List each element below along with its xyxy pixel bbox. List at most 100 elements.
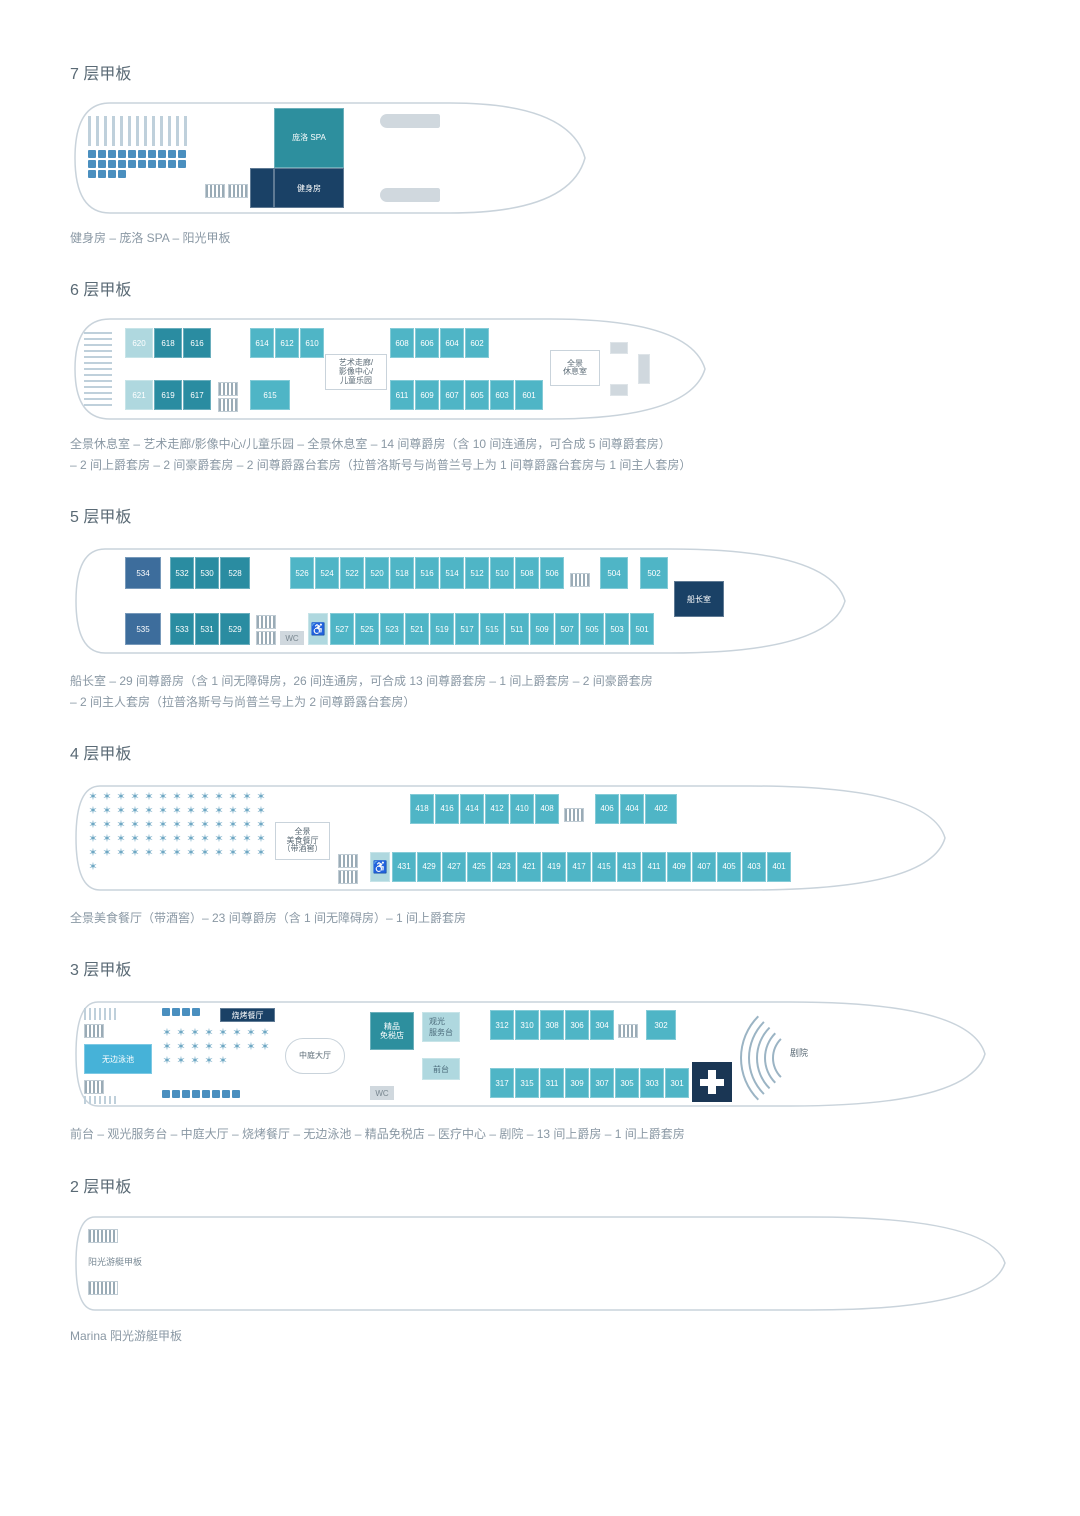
cabin: 612 — [275, 328, 299, 358]
cabin: 412 — [485, 794, 509, 824]
cabin: 501 — [630, 613, 654, 645]
stairs-icon — [218, 398, 238, 412]
cabin: 304 — [590, 1010, 614, 1040]
lounge-label: 全景 休息室 — [550, 350, 600, 386]
stairs-icon — [570, 573, 590, 587]
cabin: 506 — [540, 557, 564, 589]
cabin: 512 — [465, 557, 489, 589]
cabin: 601 — [515, 380, 543, 410]
stairs-icon — [564, 808, 584, 822]
stairs-icon — [338, 854, 358, 868]
cabin: 528 — [220, 557, 250, 589]
restaurant-label: 全景 美食餐厅 （带酒窖） — [275, 822, 330, 860]
cabin: 502 — [640, 557, 668, 589]
deck-3-title: 3 层甲板 — [70, 956, 1010, 980]
bbq-label: 烧烤餐厅 — [220, 1008, 275, 1022]
deck-5-hull: 534 532 530 528 526 524 522 520 518 516 … — [70, 541, 850, 661]
cabin: 302 — [646, 1010, 676, 1040]
deck-6: 6 层甲板 620 618 616 614 612 610 608 606 60… — [70, 276, 1010, 475]
deck-5: 5 层甲板 534 532 530 528 526 524 522 520 51… — [70, 503, 1010, 712]
cabin: 505 — [580, 613, 604, 645]
deck-5-title: 5 层甲板 — [70, 503, 1010, 527]
cabin: 421 — [517, 852, 541, 882]
cabin: 615 — [250, 380, 290, 410]
stairs-icon — [618, 1024, 638, 1038]
cabin: 517 — [455, 613, 479, 645]
cabin: 416 — [435, 794, 459, 824]
cabin: 533 — [170, 613, 194, 645]
wc-label: WC — [370, 1086, 394, 1100]
stairs-icon — [256, 631, 276, 645]
cabin: 415 — [592, 852, 616, 882]
cabin: 535 — [125, 613, 161, 645]
cabin: 617 — [183, 380, 211, 410]
deck-4: 4 层甲板 ✶✶✶✶✶✶✶✶✶✶✶ ✶✶✶✶✶✶✶✶✶✶✶ ✶✶✶✶✶✶✶✶✶✶… — [70, 740, 1010, 928]
cabin: 408 — [535, 794, 559, 824]
cabin: 406 — [595, 794, 619, 824]
stairs-icon — [84, 1024, 104, 1038]
cabin: 527 — [330, 613, 354, 645]
tour-desk: 观光 服务台 — [422, 1012, 460, 1042]
cabin: 404 — [620, 794, 644, 824]
cabin: 301 — [665, 1068, 689, 1098]
cabin: 429 — [417, 852, 441, 882]
deck7-spa: 庞洛 SPA — [274, 108, 344, 168]
pool: 无边泳池 — [84, 1044, 152, 1074]
cabin: 425 — [467, 852, 491, 882]
cabin: 306 — [565, 1010, 589, 1040]
cabin: 511 — [505, 613, 529, 645]
cabin: 503 — [605, 613, 629, 645]
cabin: 522 — [340, 557, 364, 589]
cabin: 616 — [183, 328, 211, 358]
deck-4-hull: ✶✶✶✶✶✶✶✶✶✶✶ ✶✶✶✶✶✶✶✶✶✶✶ ✶✶✶✶✶✶✶✶✶✶✶ ✶✶✶✶… — [70, 778, 950, 898]
cabin: 401 — [767, 852, 791, 882]
deck-7-hull: 庞洛 SPA 健身房 — [70, 98, 590, 218]
cabin: 305 — [615, 1068, 639, 1098]
deck-6-title: 6 层甲板 — [70, 276, 1010, 300]
cabin: 620 — [125, 328, 153, 358]
cabin: 610 — [300, 328, 324, 358]
marina-label: 阳光游艇甲板 — [88, 1255, 142, 1268]
cabin: 504 — [600, 557, 628, 589]
cabin: 514 — [440, 557, 464, 589]
front-desk: 前台 — [422, 1058, 460, 1080]
deck-3-caption: 前台 – 观光服务台 – 中庭大厅 – 烧烤餐厅 – 无边泳池 – 精品免税店 … — [70, 1124, 1010, 1144]
cabin: 611 — [390, 380, 414, 410]
deck-3-hull: 无边泳池 烧烤餐厅 ✶✶✶✶✶✶✶ ✶✶✶✶✶✶✶ ✶✶✶✶✶✶✶ 中庭大厅 W… — [70, 994, 990, 1114]
cabin: 423 — [492, 852, 516, 882]
stairs-icon — [338, 870, 358, 884]
deck-7: 7 层甲板 庞洛 SPA 健身房 健身房 – 庞洛 SPA – 阳光甲板 — [70, 60, 1010, 248]
restaurant-area: ✶✶✶✶✶✶✶✶✶✶✶ ✶✶✶✶✶✶✶✶✶✶✶ ✶✶✶✶✶✶✶✶✶✶✶ ✶✶✶✶… — [88, 792, 268, 872]
gym-label: 健身房 — [297, 183, 321, 194]
lifeboat-icon — [380, 114, 440, 128]
cabin: 310 — [515, 1010, 539, 1040]
cabin: 311 — [540, 1068, 564, 1098]
cabin: 403 — [742, 852, 766, 882]
stairs-icon — [88, 1281, 118, 1295]
cabin: 516 — [415, 557, 439, 589]
cabin: 508 — [515, 557, 539, 589]
cabin: 530 — [195, 557, 219, 589]
cabin: 414 — [460, 794, 484, 824]
stairs-icon — [218, 382, 238, 396]
deck-4-title: 4 层甲板 — [70, 740, 1010, 764]
medical-cross-icon — [692, 1062, 732, 1102]
cabin: 507 — [555, 613, 579, 645]
cabin: 419 — [542, 852, 566, 882]
captain-room: 船长室 — [674, 581, 724, 617]
cabin: 515 — [480, 613, 504, 645]
cabin: 418 — [410, 794, 434, 824]
deck-3: 3 层甲板 无边泳池 烧烤餐厅 ✶✶✶✶✶✶✶ ✶✶✶✶✶✶✶ ✶✶✶✶✶✶✶ … — [70, 956, 1010, 1144]
cabin: 312 — [490, 1010, 514, 1040]
cabin: 608 — [390, 328, 414, 358]
cabin: 524 — [315, 557, 339, 589]
wc-label: WC — [280, 631, 304, 645]
cabin: 410 — [510, 794, 534, 824]
deck-2-caption: Marina 阳光游艇甲板 — [70, 1326, 1010, 1346]
cabin: 431 — [392, 852, 416, 882]
stairs-icon — [88, 1229, 118, 1243]
cabin: 614 — [250, 328, 274, 358]
deck-7-title: 7 层甲板 — [70, 60, 1010, 84]
cabin: 413 — [617, 852, 641, 882]
cabin: 602 — [465, 328, 489, 358]
